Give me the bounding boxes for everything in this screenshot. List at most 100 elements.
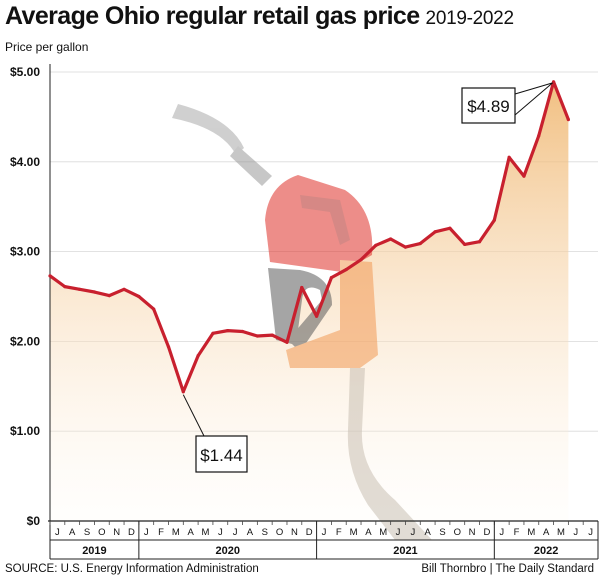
- month-label: M: [557, 527, 565, 538]
- data-point: [240, 329, 245, 334]
- month-label: D: [306, 527, 313, 538]
- axes: [48, 64, 599, 560]
- month-label: M: [350, 527, 358, 538]
- data-point: [374, 243, 378, 247]
- callout-leader: [514, 82, 553, 116]
- source-note: SOURCE: U.S. Energy Information Administ…: [5, 563, 259, 575]
- data-point: [537, 134, 541, 138]
- data-point: [226, 329, 230, 333]
- y-axis-label: Price per gallon: [5, 40, 89, 54]
- data-point: [566, 117, 570, 122]
- month-label: A: [365, 527, 372, 538]
- chart-subtitle: 2019-2022: [425, 8, 514, 29]
- month-label: J: [396, 527, 401, 538]
- month-label: O: [98, 527, 105, 538]
- data-point: [433, 230, 437, 234]
- annotations: $1.44 $4.89: [182, 82, 553, 473]
- data-point: [196, 354, 200, 358]
- month-label: O: [454, 527, 461, 538]
- month-label: J: [410, 527, 415, 538]
- gas-nozzle-illustration: [172, 104, 432, 540]
- month-label: J: [144, 527, 149, 538]
- price-points: [48, 80, 570, 394]
- data-point: [166, 345, 171, 349]
- data-point: [152, 307, 156, 311]
- month-label: J: [218, 527, 223, 538]
- data-point: [137, 294, 141, 299]
- y-tick-label: $3.00: [10, 245, 40, 259]
- month-label: J: [499, 527, 504, 538]
- data-point: [78, 287, 82, 291]
- month-label: M: [379, 527, 387, 538]
- data-point: [270, 333, 274, 337]
- data-point: [448, 226, 452, 230]
- month-label: A: [425, 527, 432, 538]
- data-point: [285, 340, 289, 344]
- month-label: F: [158, 527, 164, 538]
- month-label: M: [202, 527, 210, 538]
- y-tick-label: $0: [27, 514, 41, 528]
- data-point: [418, 241, 422, 246]
- data-point: [92, 290, 97, 294]
- month-label: D: [128, 527, 135, 538]
- month-label: N: [291, 527, 298, 538]
- month-label: F: [336, 527, 342, 538]
- month-label: A: [69, 527, 76, 538]
- price-area-fill: [50, 81, 569, 521]
- price-line: [49, 80, 570, 394]
- callout-leader: [514, 82, 553, 95]
- callout-label-high: $4.89: [467, 97, 510, 116]
- y-tick-labels: $0 $1.00 $2.00 $3.00 $4.00 $5.00: [10, 65, 40, 528]
- month-label: J: [322, 527, 327, 538]
- month-label: J: [588, 527, 593, 538]
- y-tick-label: $1.00: [10, 424, 40, 438]
- data-point: [300, 285, 304, 290]
- data-point: [48, 274, 52, 278]
- year-label: 2021: [393, 545, 417, 557]
- data-point: [463, 242, 467, 247]
- year-label: 2020: [215, 545, 239, 557]
- data-point: [329, 276, 334, 280]
- data-point: [211, 331, 215, 335]
- callout-label-low: $1.44: [200, 446, 243, 465]
- year-label: 2019: [82, 545, 106, 557]
- callout-box: [461, 87, 516, 124]
- data-point: [314, 314, 319, 318]
- data-point: [492, 218, 496, 222]
- month-label: S: [262, 527, 268, 538]
- month-label: A: [543, 527, 550, 538]
- data-point: [359, 258, 363, 262]
- data-point: [181, 390, 185, 394]
- data-point: [507, 155, 511, 159]
- y-tick-label: $5.00: [10, 65, 40, 79]
- data-point: [522, 174, 526, 178]
- y-tick-label: $2.00: [10, 334, 40, 348]
- data-point: [477, 240, 482, 244]
- data-point: [255, 334, 259, 338]
- callout-leader: [182, 394, 205, 437]
- month-label: S: [439, 527, 445, 538]
- callout-box: [195, 435, 248, 473]
- month-label: F: [514, 527, 520, 538]
- month-label: J: [573, 527, 578, 538]
- month-label: A: [188, 527, 195, 538]
- data-point: [344, 267, 348, 272]
- data-point: [107, 294, 111, 298]
- y-tick-label: $4.00: [10, 155, 40, 169]
- year-label: 2022: [534, 545, 558, 557]
- data-point: [389, 237, 393, 241]
- data-point: [551, 80, 556, 84]
- month-label: M: [527, 527, 535, 538]
- month-label: O: [276, 527, 283, 538]
- data-point: [403, 245, 408, 249]
- chart-title: Average Ohio regular retail gas price: [5, 2, 420, 30]
- data-point: [63, 285, 67, 289]
- data-point: [122, 287, 126, 291]
- month-label: J: [233, 527, 238, 538]
- year-labels: 2019 2020 2021 2022: [82, 521, 558, 559]
- month-label: A: [247, 527, 254, 538]
- month-label: D: [483, 527, 490, 538]
- chart-title-row: Average Ohio regular retail gas price 201…: [5, 2, 595, 36]
